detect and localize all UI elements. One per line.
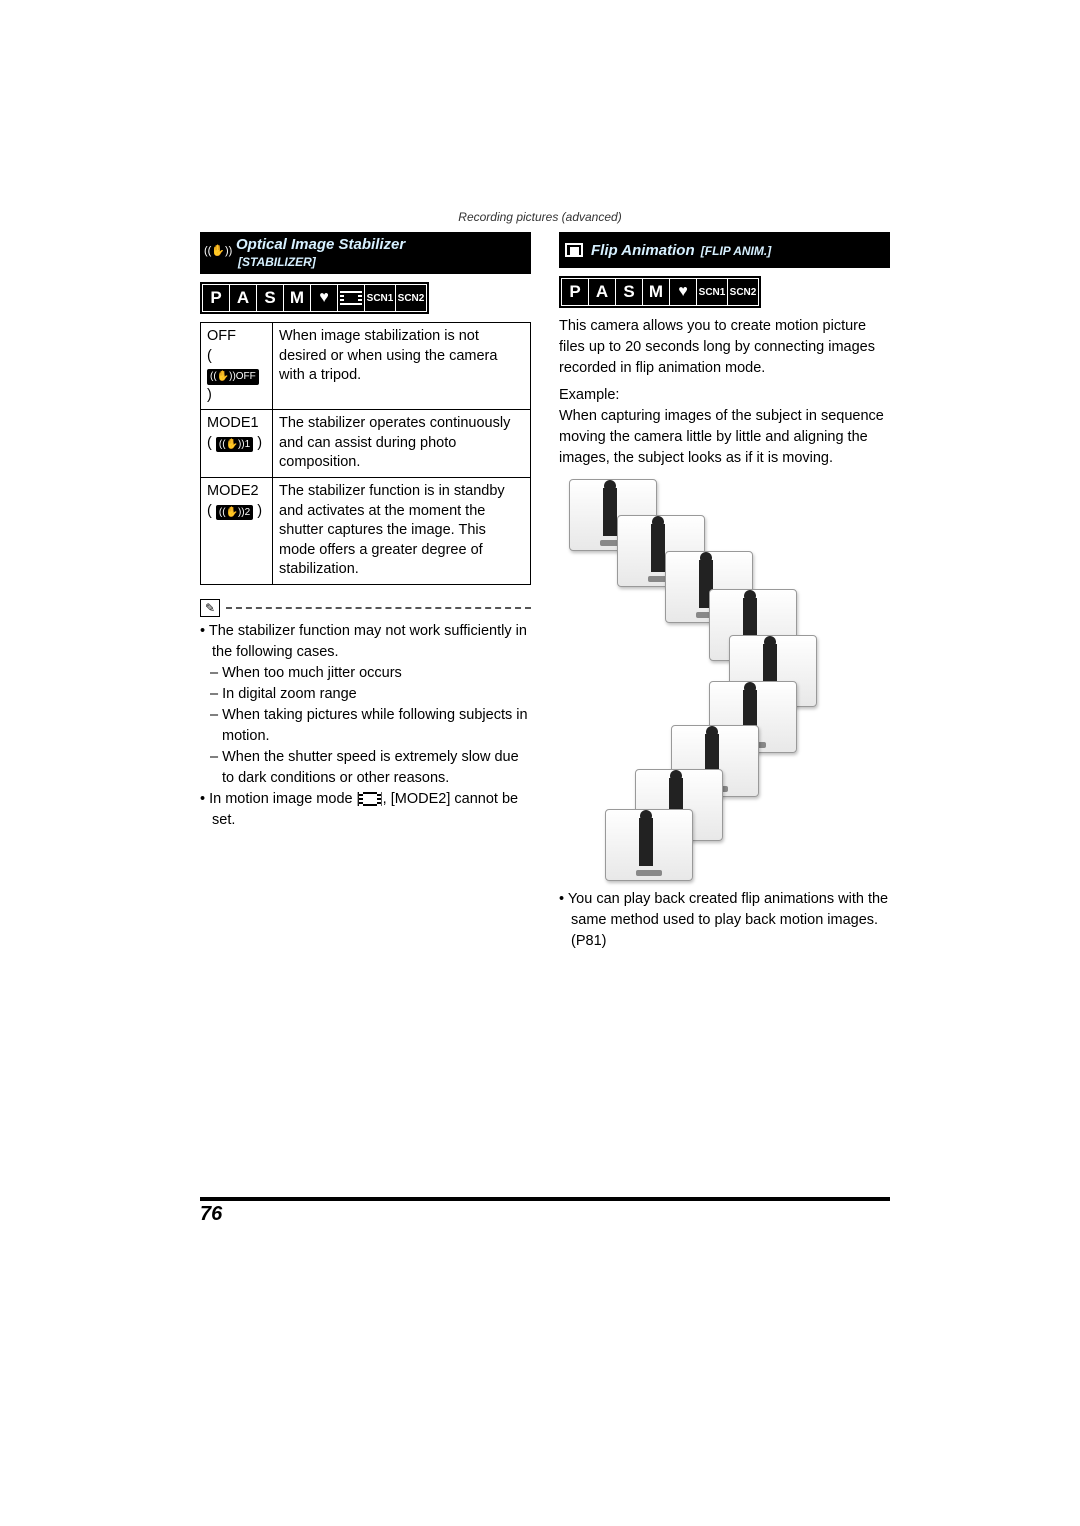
mode-box	[338, 285, 364, 311]
left-column: Optical Image Stabilizer [STABILIZER] PA…	[200, 232, 531, 952]
flipanim-intro: This camera allows you to create motion …	[559, 316, 890, 379]
table-cell-desc: When image stabilization is not desired …	[273, 323, 531, 410]
table-row: MODE2( ((✋))2 )The stabilizer function i…	[201, 477, 531, 584]
right-column: Flip Animation [FLIP ANIM.] PASM♥SCN1SCN…	[559, 232, 890, 952]
mode-box: A	[230, 285, 256, 311]
note-item: You can play back created flip animation…	[559, 889, 890, 952]
mode-box: SCN2	[728, 279, 758, 305]
motion-image-icon	[361, 792, 379, 806]
page-number: 76	[200, 1203, 890, 1226]
flipanim-example-label: Example:	[559, 385, 890, 406]
flipanim-example-text: When capturing images of the subject in …	[559, 406, 890, 469]
content-columns: Optical Image Stabilizer [STABILIZER] PA…	[200, 232, 890, 952]
mode-box: P	[562, 279, 588, 305]
stabilizer-subnotes: When too much jitter occurs In digital z…	[200, 663, 531, 789]
flipanim-title: Flip Animation	[591, 242, 695, 259]
subnote-item: When the shutter speed is extremely slow…	[200, 747, 531, 789]
stabilizer-subtitle: [STABILIZER]	[238, 255, 316, 269]
flipanim-figure	[559, 479, 869, 879]
mode-box: SCN1	[365, 285, 395, 311]
table-row: MODE1( ((✋))1 )The stabilizer operates c…	[201, 410, 531, 478]
stabilizer-mode-strip: PASM♥ SCN1SCN2	[200, 282, 429, 314]
flipanim-header: Flip Animation [FLIP ANIM.]	[559, 232, 890, 268]
flipanim-icon	[565, 243, 583, 257]
table-cell-label: MODE2( ((✋))2 )	[201, 477, 273, 584]
table-cell-label: MODE1( ((✋))1 )	[201, 410, 273, 478]
stabilizer-table: OFF( ((✋))OFF )When image stabilization …	[200, 322, 531, 585]
mode-box: SCN1	[697, 279, 727, 305]
mode-box: S	[257, 285, 283, 311]
table-cell-label: OFF( ((✋))OFF )	[201, 323, 273, 410]
stabilizer-title: Optical Image Stabilizer	[236, 236, 405, 253]
mode-box: ♥	[670, 279, 696, 305]
table-cell-desc: The stabilizer operates continuously and…	[273, 410, 531, 478]
note-item: In motion image mode [], [MODE2] cannot …	[200, 789, 531, 831]
flipanim-mode-strip: PASM♥SCN1SCN2	[559, 276, 761, 308]
table-row: OFF( ((✋))OFF )When image stabilization …	[201, 323, 531, 410]
table-cell-desc: The stabilizer function is in standby an…	[273, 477, 531, 584]
subnote-item: When taking pictures while following sub…	[200, 705, 531, 747]
mode-box: SCN2	[396, 285, 426, 311]
mode-box: A	[589, 279, 615, 305]
mode-box: M	[284, 285, 310, 311]
note-item: The stabilizer function may not work suf…	[200, 621, 531, 663]
stabilizer-notes-2: In motion image mode [], [MODE2] cannot …	[200, 789, 531, 831]
flip-frame	[605, 809, 693, 881]
note-text: In motion image mode [	[209, 791, 361, 807]
subnote-item: In digital zoom range	[200, 684, 531, 705]
flipanim-subtitle: [FLIP ANIM.]	[701, 244, 771, 258]
stabilizer-notes: The stabilizer function may not work suf…	[200, 621, 531, 663]
stabilizer-header: Optical Image Stabilizer [STABILIZER]	[200, 232, 531, 274]
mode-box: S	[616, 279, 642, 305]
flipanim-notes: You can play back created flip animation…	[559, 889, 890, 952]
mode-box: ♥	[311, 285, 337, 311]
breadcrumb: Recording pictures (advanced)	[0, 210, 1080, 224]
note-separator: ✎	[200, 599, 531, 617]
stabilizer-icon	[206, 245, 228, 261]
subnote-item: When too much jitter occurs	[200, 663, 531, 684]
mode-box: P	[203, 285, 229, 311]
mode-box: M	[643, 279, 669, 305]
note-icon: ✎	[200, 599, 220, 617]
page-footer: 76	[200, 1197, 890, 1226]
